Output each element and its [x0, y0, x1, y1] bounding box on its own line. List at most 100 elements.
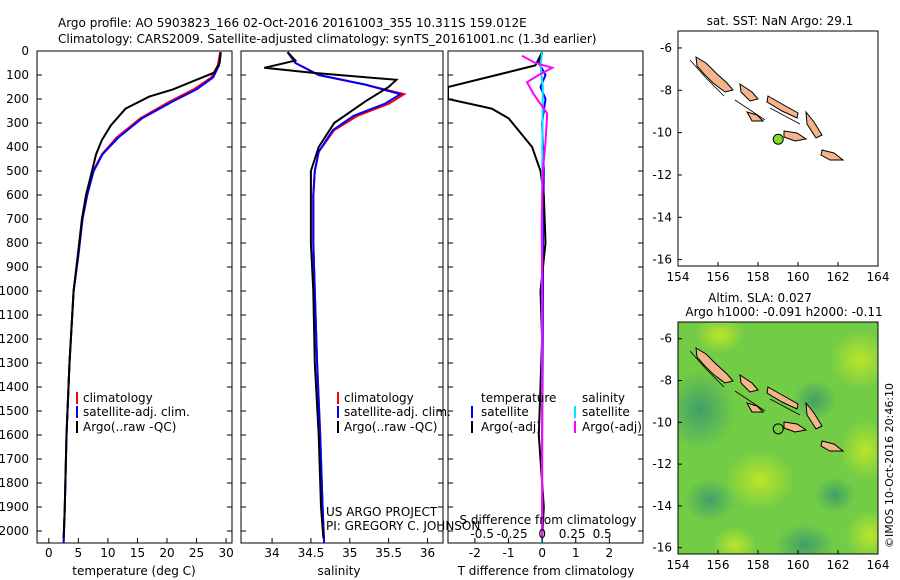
depth-tick-label: 900 — [6, 260, 29, 274]
sla-blob — [713, 527, 757, 554]
sst-map-y-ticks: -6 -8 -10 -12 -14 -16 — [652, 41, 682, 267]
t-difference-xlabel: T difference from climatology — [457, 564, 635, 578]
argo-position-marker-sla — [772, 423, 784, 435]
map-y-tick-label: -8 — [660, 374, 672, 388]
map-x-tick-label: 160 — [787, 558, 810, 572]
depth-tick-label: 100 — [6, 68, 29, 82]
map-x-tick-label: 154 — [667, 270, 690, 284]
map-x-tick-label: 162 — [827, 558, 850, 572]
depth-tick-label: 1500 — [0, 404, 29, 418]
sla-blob — [695, 322, 745, 353]
depth-tick-label: 1700 — [0, 452, 29, 466]
legend-label-climatology: climatology — [83, 391, 153, 405]
sla-map-title1: Altim. SLA: 0.027 — [708, 291, 812, 305]
x-tick-label: 20 — [159, 546, 174, 560]
salinity-x-ticks: 34 34.5 35 35.5 36 — [264, 538, 435, 560]
x-tick-label: 36 — [420, 546, 435, 560]
salinity-xlabel: salinity — [317, 564, 360, 578]
header-line1: Argo profile: AO 5903823_166 02-Oct-2016… — [58, 16, 527, 30]
series-line-argo-adj- — [448, 51, 547, 539]
map-x-tick-label: 164 — [867, 270, 890, 284]
map-x-tick-label: 156 — [707, 558, 730, 572]
depth-tick-label: 800 — [6, 236, 29, 250]
depth-tick-label: 300 — [6, 116, 29, 130]
island-santa-isabel — [766, 95, 799, 119]
temperature-x-ticks: 0 5 10 15 20 25 30 — [45, 538, 234, 560]
s-difference-label: S difference from climatology — [460, 513, 637, 527]
island-santa-isabel — [766, 386, 799, 410]
coral-reef-outline — [689, 59, 801, 125]
x-tick-label: 30 — [218, 546, 233, 560]
legend-label-argo: Argo(..raw -QC) — [344, 420, 437, 434]
depth-tick-label: 2000 — [0, 524, 29, 538]
series-line-satellite-adj-clim- — [286, 51, 403, 543]
sst-map-title: sat. SST: NaN Argo: 29.1 — [707, 14, 854, 28]
sla-blob — [685, 478, 735, 522]
map-x-tick-label: 158 — [747, 270, 770, 284]
map-y-tick-label: -12 — [652, 457, 672, 471]
legend-label-s-argo: Argo(-adj) — [582, 420, 642, 434]
depth-tick-label: 1400 — [0, 380, 29, 394]
sst-map-x-ticks: 154 156 158 160 162 164 — [667, 262, 890, 284]
map-y-tick-label: -10 — [652, 126, 672, 140]
legend-label-argo: Argo(..raw -QC) — [83, 420, 176, 434]
map-y-tick-label: -10 — [652, 415, 672, 429]
sla-map-panel: Altim. SLA: 0.027 Argo h1000: -0.091 h20… — [652, 291, 889, 572]
sla-map-title2: Argo h1000: -0.091 h2000: -0.11 — [685, 305, 882, 319]
series-line-argo-raw-qc- — [62, 52, 222, 539]
legend-label-t-satellite: satellite — [481, 405, 529, 419]
sla-blob — [840, 420, 878, 480]
x-tick-label: 35 — [342, 546, 357, 560]
x-tick-label: 5 — [75, 546, 83, 560]
legend-label-t-argo: Argo(-adj) — [481, 420, 541, 434]
header-line2: Climatology: CARS2009. Satellite-adjuste… — [58, 32, 596, 46]
s-tick-label: -0.5 — [470, 527, 493, 541]
x-tick-label: -1 — [503, 546, 515, 560]
island-bougainville — [695, 56, 734, 93]
depth-tick-label: 1900 — [0, 500, 29, 514]
map-y-tick-label: -16 — [652, 541, 672, 555]
island-malaita — [805, 401, 823, 430]
credit-project: US ARGO PROJECT — [326, 505, 438, 519]
x-tick-label: 2 — [606, 546, 614, 560]
legend-title-temperature: temperature — [481, 391, 556, 405]
salinity-panel: 34 34.5 35 35.5 36 salinity climatology sate… — [240, 50, 480, 578]
map-x-tick-label: 158 — [747, 558, 770, 572]
x-tick-label: 0 — [45, 546, 53, 560]
coral-reef-outline — [689, 350, 801, 416]
depth-tick-label: 1100 — [0, 308, 29, 322]
x-tick-label: 34 — [264, 546, 279, 560]
series-line-climatology — [286, 51, 407, 543]
argo-position-marker-sst — [772, 133, 784, 145]
depth-tick-labels: 0 100 200 300 400 500 600 700 800 900 1000 1100 1200… — [0, 44, 232, 538]
legend-label-satellite: satellite-adj. clim. — [83, 405, 190, 419]
depth-tick-label: 1000 — [0, 284, 29, 298]
map-x-tick-label: 160 — [787, 270, 810, 284]
map-x-tick-label: 156 — [707, 270, 730, 284]
temperature-panel: 0100200300400500600700800900100011001200… — [0, 44, 234, 578]
sla-blob — [775, 523, 835, 554]
x-tick-label: 10 — [100, 546, 115, 560]
depth-tick-label: 1600 — [0, 428, 29, 442]
map-y-tick-label: -14 — [652, 499, 672, 513]
sla-map-coastline — [689, 347, 845, 452]
salinity-y-ticks — [241, 50, 443, 532]
imos-credit: ©IMOS 10-Oct-2016 20:46:10 — [883, 383, 896, 548]
difference-panel: -2 -1 0 1 2 -0.5 -0.25 0 0.25 0.5 S difference f… — [447, 50, 644, 578]
map-y-tick-label: -16 — [652, 253, 672, 267]
map-y-tick-label: -8 — [660, 83, 672, 97]
difference-axes — [447, 50, 644, 544]
sla-blob — [725, 450, 795, 510]
map-x-tick-label: 154 — [667, 558, 690, 572]
temperature-xlabel: temperature (deg C) — [72, 564, 195, 578]
island-new-georgia — [745, 402, 765, 413]
depth-tick-label: 0 — [21, 44, 29, 58]
sla-map-frame — [677, 321, 879, 555]
sla-blob — [793, 380, 837, 420]
sla-blob — [830, 330, 878, 390]
sst-map-panel: sat. SST: NaN Argo: 29.1 154 156 158 160 162… — [652, 14, 889, 284]
s-tick-label: 0.25 — [559, 527, 586, 541]
map-x-tick-label: 162 — [827, 270, 850, 284]
sla-blob — [845, 510, 878, 554]
island-new-georgia — [745, 111, 765, 122]
